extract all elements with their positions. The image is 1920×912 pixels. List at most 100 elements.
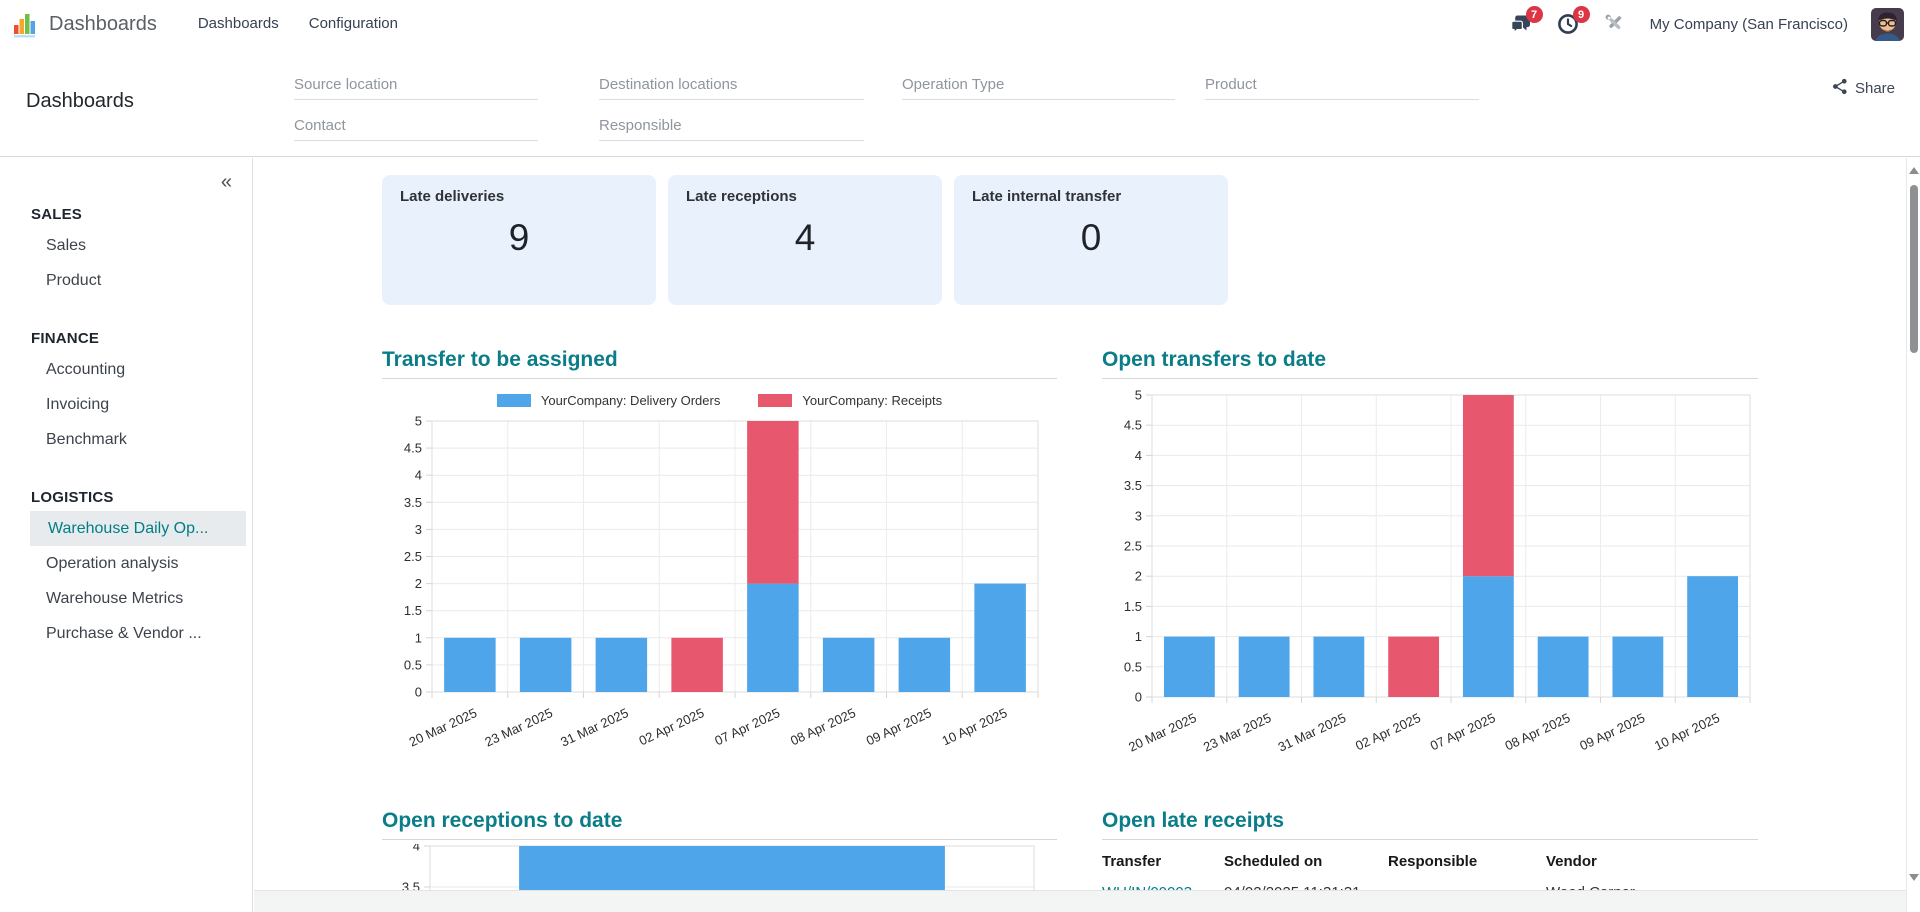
- filter-destination-locations: [599, 70, 864, 100]
- share-button[interactable]: Share: [1832, 78, 1895, 99]
- navbar: Dashboards Dashboards Configuration 7: [0, 0, 1920, 48]
- svg-text:08 Apr 2025: 08 Apr 2025: [1502, 710, 1572, 753]
- svg-text:1.5: 1.5: [1124, 599, 1142, 614]
- svg-text:2: 2: [1135, 569, 1142, 584]
- svg-text:02 Apr 2025: 02 Apr 2025: [636, 705, 706, 748]
- systray: 7 9 My Company: [1509, 6, 1904, 41]
- sidebar-item-warehouse-metrics[interactable]: Warehouse Metrics: [46, 590, 184, 607]
- legend-item-delivery-orders[interactable]: YourCompany: Delivery Orders: [496, 392, 721, 408]
- chart-title: Open receptions to date: [382, 809, 1057, 840]
- legend-item-receipts[interactable]: YourCompany: Receipts: [758, 393, 942, 408]
- sidebar-item-accounting[interactable]: Accounting: [46, 361, 126, 378]
- source-location-input[interactable]: [294, 70, 538, 100]
- scrollbar-down-arrow-icon[interactable]: [1909, 874, 1919, 881]
- sidebar: « SALES Sales Product FINANCE Accounting…: [0, 158, 253, 912]
- contact-input[interactable]: [294, 111, 538, 141]
- sidebar-item-operation-analysis[interactable]: Operation analysis: [46, 555, 179, 572]
- chart-legend: YourCompany: Delivery Orders YourCompany…: [382, 391, 1057, 409]
- messages-icon[interactable]: 7: [1509, 6, 1543, 36]
- main-menu: Dashboards Configuration: [183, 0, 413, 48]
- sidebar-item-sales[interactable]: Sales: [46, 237, 87, 254]
- svg-text:2: 2: [415, 576, 422, 591]
- share-icon: [1832, 78, 1848, 99]
- chart-open-transfers-to-date: Open transfers to date 0 0.5 1 1.5 2 2.5 3 3.5 4…: [1102, 348, 1758, 774]
- company-switcher[interactable]: My Company (San Francisco): [1649, 15, 1848, 33]
- svg-text:02 Apr 2025: 02 Apr 2025: [1353, 710, 1423, 753]
- menu-item-dashboards[interactable]: Dashboards: [197, 15, 279, 32]
- charts-row: Transfer to be assigned YourCompany: Del…: [382, 348, 1764, 774]
- sidebar-item-benchmark[interactable]: Benchmark: [46, 431, 127, 448]
- svg-text:23 Mar 2025: 23 Mar 2025: [482, 705, 554, 749]
- svg-text:3.5: 3.5: [402, 880, 420, 893]
- svg-text:0.5: 0.5: [1124, 659, 1142, 674]
- svg-text:2.5: 2.5: [1124, 539, 1142, 554]
- svg-text:20 Mar 2025: 20 Mar 2025: [1126, 710, 1198, 754]
- svg-text:2.5: 2.5: [404, 549, 422, 564]
- page-title: Dashboards: [26, 90, 134, 112]
- destination-locations-input[interactable]: [599, 70, 864, 100]
- sidebar-section-logistics: LOGISTICS Warehouse Daily Op... Operatio…: [0, 485, 252, 651]
- column-header-responsible: Responsible: [1388, 853, 1478, 870]
- svg-text:4.5: 4.5: [404, 441, 422, 456]
- chart-open-receptions-to-date: Open receptions to date 00.511.522.533.5…: [382, 809, 1057, 892]
- svg-text:0.5: 0.5: [404, 657, 422, 672]
- operation-type-input[interactable]: [902, 70, 1175, 100]
- kpi-label: Late deliveries: [400, 188, 505, 205]
- kpi-value: 0: [1080, 217, 1102, 258]
- svg-text:4: 4: [415, 468, 422, 483]
- table-header-row: Transfer Scheduled on Responsible Vendor: [1102, 853, 1758, 870]
- stacked-bar-chart[interactable]: 0 0.5 1 1.5 2 2.5 3 3.5 4 4.5 5 20 Mar 2025 23 Mar 2…: [382, 413, 1057, 769]
- svg-text:09 Apr 2025: 09 Apr 2025: [864, 705, 934, 748]
- svg-text:08 Apr 2025: 08 Apr 2025: [788, 705, 858, 748]
- user-avatar[interactable]: [1871, 7, 1904, 41]
- menu-item-configuration[interactable]: Configuration: [308, 15, 398, 32]
- sidebar-section-finance: FINANCE Accounting Invoicing Benchmark: [0, 326, 252, 457]
- share-label: Share: [1854, 80, 1895, 97]
- kpi-value: 9: [508, 217, 530, 258]
- legend-label: YourCompany: Delivery Orders: [540, 392, 721, 408]
- sidebar-item-invoicing[interactable]: Invoicing: [46, 396, 110, 413]
- svg-text:3: 3: [415, 522, 422, 537]
- svg-text:0: 0: [1135, 690, 1142, 705]
- bar-chart-clipped[interactable]: 00.511.522.533.54: [382, 844, 1057, 892]
- sidebar-section-label: LOGISTICS: [31, 489, 114, 506]
- header: Dashboards Dashboards Configuration 7: [0, 0, 1920, 157]
- stacked-bar-chart[interactable]: 0 0.5 1 1.5 2 2.5 3 3.5 4 4.5 5 20 Mar 2025 23 Mar 2…: [1102, 383, 1758, 774]
- chart-title: Open transfers to date: [1102, 348, 1758, 379]
- filter-product: [1205, 70, 1479, 100]
- svg-text:1.5: 1.5: [404, 603, 422, 618]
- column-header-vendor: Vendor: [1546, 853, 1597, 870]
- svg-text:10 Apr 2025: 10 Apr 2025: [1652, 710, 1722, 753]
- dashboard-content: Late deliveries 9 Late receptions 4 Late…: [254, 158, 1764, 901]
- sidebar-section-label: FINANCE: [31, 330, 100, 347]
- filter-contact: [294, 111, 538, 141]
- kpi-late-deliveries[interactable]: Late deliveries 9: [382, 175, 656, 305]
- sidebar-item-warehouse-daily-operations[interactable]: Warehouse Daily Op...: [30, 511, 246, 546]
- kpi-late-internal-transfer[interactable]: Late internal transfer 0: [954, 175, 1228, 305]
- dashboards-app-logo-icon[interactable]: [12, 11, 39, 38]
- svg-text:07 Apr 2025: 07 Apr 2025: [712, 705, 782, 748]
- vertical-scrollbar[interactable]: [1906, 158, 1920, 912]
- scrollbar-up-arrow-icon[interactable]: [1909, 167, 1919, 174]
- bottom-row: Open receptions to date 00.511.522.533.5…: [382, 809, 1764, 901]
- svg-text:23 Mar 2025: 23 Mar 2025: [1201, 710, 1273, 754]
- tools-wrench-icon[interactable]: [1603, 12, 1627, 36]
- responsible-input[interactable]: [599, 111, 864, 141]
- sidebar-collapse-icon[interactable]: «: [220, 171, 232, 193]
- app-name: Dashboards: [49, 12, 157, 35]
- svg-text:3.5: 3.5: [1124, 478, 1142, 493]
- product-input[interactable]: [1205, 70, 1479, 100]
- sidebar-section-sales: SALES Sales Product: [0, 202, 252, 298]
- scrollbar-thumb[interactable]: [1910, 185, 1918, 353]
- table-title: Open late receipts: [1102, 809, 1758, 840]
- svg-text:09 Apr 2025: 09 Apr 2025: [1577, 710, 1647, 753]
- sidebar-section-label: SALES: [31, 206, 83, 223]
- sidebar-item-purchase-vendor[interactable]: Purchase & Vendor ...: [46, 625, 202, 642]
- column-header-scheduled-on: Scheduled on: [1224, 853, 1323, 870]
- activities-clock-icon[interactable]: 9: [1556, 6, 1590, 36]
- sidebar-item-product[interactable]: Product: [46, 272, 102, 289]
- activities-badge: 9: [1572, 6, 1590, 23]
- sidebar-nav: SALES Sales Product FINANCE Accounting I…: [0, 158, 252, 651]
- kpi-late-receptions[interactable]: Late receptions 4: [668, 175, 942, 305]
